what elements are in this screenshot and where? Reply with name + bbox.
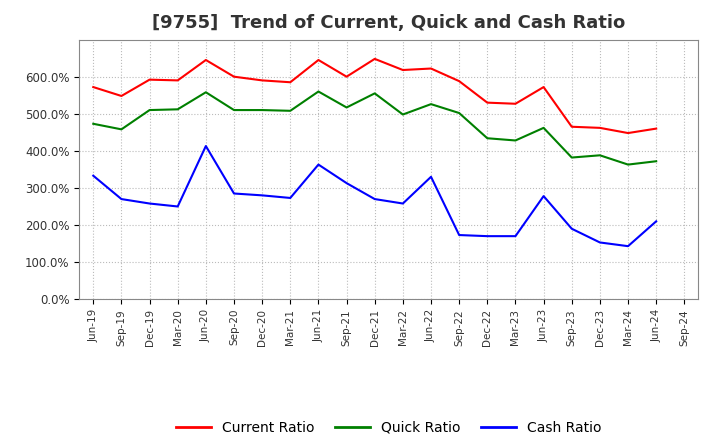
Current Ratio <box>258 78 266 83</box>
Legend: Current Ratio, Quick Ratio, Cash Ratio: Current Ratio, Quick Ratio, Cash Ratio <box>171 415 607 440</box>
Current Ratio <box>652 126 660 131</box>
Quick Ratio <box>427 102 436 107</box>
Current Ratio <box>145 77 154 82</box>
Current Ratio <box>370 56 379 62</box>
Title: [9755]  Trend of Current, Quick and Cash Ratio: [9755] Trend of Current, Quick and Cash … <box>152 15 626 33</box>
Quick Ratio <box>117 127 126 132</box>
Current Ratio <box>342 74 351 79</box>
Line: Quick Ratio: Quick Ratio <box>94 92 656 165</box>
Current Ratio <box>230 74 238 79</box>
Quick Ratio <box>174 106 182 112</box>
Cash Ratio <box>539 194 548 199</box>
Current Ratio <box>595 125 604 131</box>
Current Ratio <box>427 66 436 71</box>
Cash Ratio <box>511 234 520 239</box>
Cash Ratio <box>342 180 351 186</box>
Cash Ratio <box>258 193 266 198</box>
Current Ratio <box>624 130 632 136</box>
Current Ratio <box>117 93 126 99</box>
Current Ratio <box>314 57 323 62</box>
Cash Ratio <box>652 219 660 224</box>
Cash Ratio <box>174 204 182 209</box>
Quick Ratio <box>202 90 210 95</box>
Cash Ratio <box>89 173 98 178</box>
Cash Ratio <box>314 162 323 167</box>
Quick Ratio <box>89 121 98 126</box>
Quick Ratio <box>652 158 660 164</box>
Current Ratio <box>511 101 520 106</box>
Cash Ratio <box>117 196 126 202</box>
Quick Ratio <box>511 138 520 143</box>
Current Ratio <box>455 78 464 84</box>
Current Ratio <box>202 57 210 62</box>
Cash Ratio <box>483 234 492 239</box>
Cash Ratio <box>624 243 632 249</box>
Current Ratio <box>174 78 182 83</box>
Cash Ratio <box>145 201 154 206</box>
Quick Ratio <box>230 107 238 113</box>
Line: Cash Ratio: Cash Ratio <box>94 146 656 246</box>
Cash Ratio <box>455 232 464 238</box>
Cash Ratio <box>567 226 576 231</box>
Quick Ratio <box>539 125 548 131</box>
Quick Ratio <box>595 153 604 158</box>
Quick Ratio <box>483 136 492 141</box>
Quick Ratio <box>258 107 266 113</box>
Cash Ratio <box>202 143 210 149</box>
Current Ratio <box>89 84 98 90</box>
Cash Ratio <box>595 240 604 245</box>
Current Ratio <box>399 67 408 73</box>
Quick Ratio <box>455 110 464 116</box>
Quick Ratio <box>370 91 379 96</box>
Current Ratio <box>539 84 548 90</box>
Current Ratio <box>567 124 576 129</box>
Quick Ratio <box>567 155 576 160</box>
Cash Ratio <box>427 174 436 180</box>
Cash Ratio <box>370 196 379 202</box>
Quick Ratio <box>342 105 351 110</box>
Quick Ratio <box>624 162 632 167</box>
Cash Ratio <box>286 195 294 201</box>
Current Ratio <box>286 80 294 85</box>
Cash Ratio <box>399 201 408 206</box>
Cash Ratio <box>230 191 238 196</box>
Quick Ratio <box>145 107 154 113</box>
Line: Current Ratio: Current Ratio <box>94 59 656 133</box>
Quick Ratio <box>286 108 294 114</box>
Quick Ratio <box>399 112 408 117</box>
Current Ratio <box>483 100 492 105</box>
Quick Ratio <box>314 89 323 94</box>
